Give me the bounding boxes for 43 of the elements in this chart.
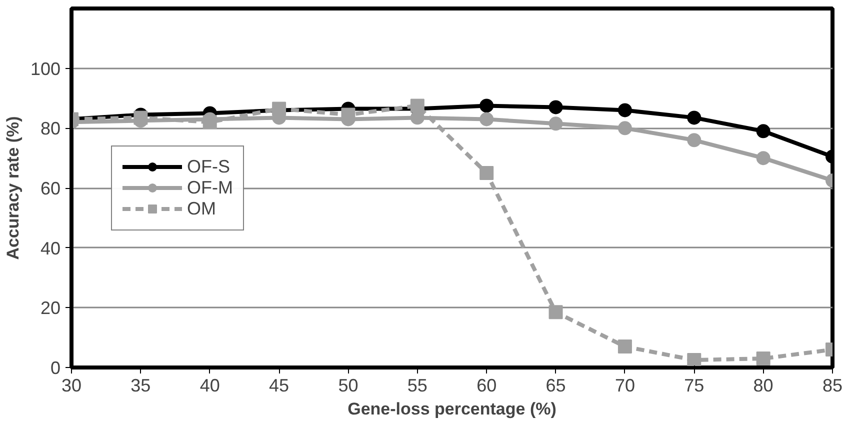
- point: [548, 100, 563, 114]
- y-axis-title: Accuracy rate (%): [3, 116, 22, 260]
- x-tick-label: 50: [338, 376, 358, 396]
- point: [756, 124, 770, 138]
- x-tick-label: 40: [200, 376, 220, 396]
- point: [410, 98, 424, 113]
- point: [480, 98, 494, 113]
- point: [687, 110, 702, 125]
- point: [756, 352, 770, 366]
- point: [410, 110, 424, 125]
- x-tick-label: 85: [822, 376, 843, 396]
- x-tick-label: 35: [130, 376, 151, 396]
- y-tick-label: 80: [40, 118, 61, 139]
- point: [134, 110, 148, 125]
- point: [756, 151, 770, 166]
- y-tick-label: 60: [40, 178, 61, 198]
- point: [618, 340, 632, 354]
- point: [548, 305, 563, 320]
- point: [618, 121, 632, 136]
- point: [480, 112, 494, 126]
- x-tick-label: 65: [546, 376, 566, 396]
- y-tick-label: 20: [40, 298, 61, 318]
- y-tick-label: 0: [50, 358, 61, 378]
- x-tick-label: 55: [407, 376, 428, 396]
- x-tick-label: 80: [753, 376, 774, 396]
- y-tick-label: 40: [40, 238, 61, 258]
- point: [687, 353, 702, 368]
- legend-label: OM: [187, 198, 216, 219]
- x-tick-label: 75: [684, 376, 704, 396]
- x-tick-label: 30: [61, 376, 82, 396]
- legend-label: OF-M: [187, 177, 233, 198]
- point: [341, 108, 356, 122]
- legend-label: OF-S: [187, 156, 230, 177]
- point: [687, 133, 702, 148]
- y-tick-label: 100: [30, 58, 61, 79]
- point: [202, 115, 217, 130]
- x-tick-label: 70: [614, 376, 635, 396]
- x-tick-label: 60: [476, 376, 497, 396]
- x-axis-title: Gene-loss percentage (%): [348, 400, 556, 418]
- point: [480, 166, 494, 180]
- point: [618, 103, 632, 118]
- point: [548, 116, 563, 131]
- x-tick-label: 45: [269, 376, 290, 396]
